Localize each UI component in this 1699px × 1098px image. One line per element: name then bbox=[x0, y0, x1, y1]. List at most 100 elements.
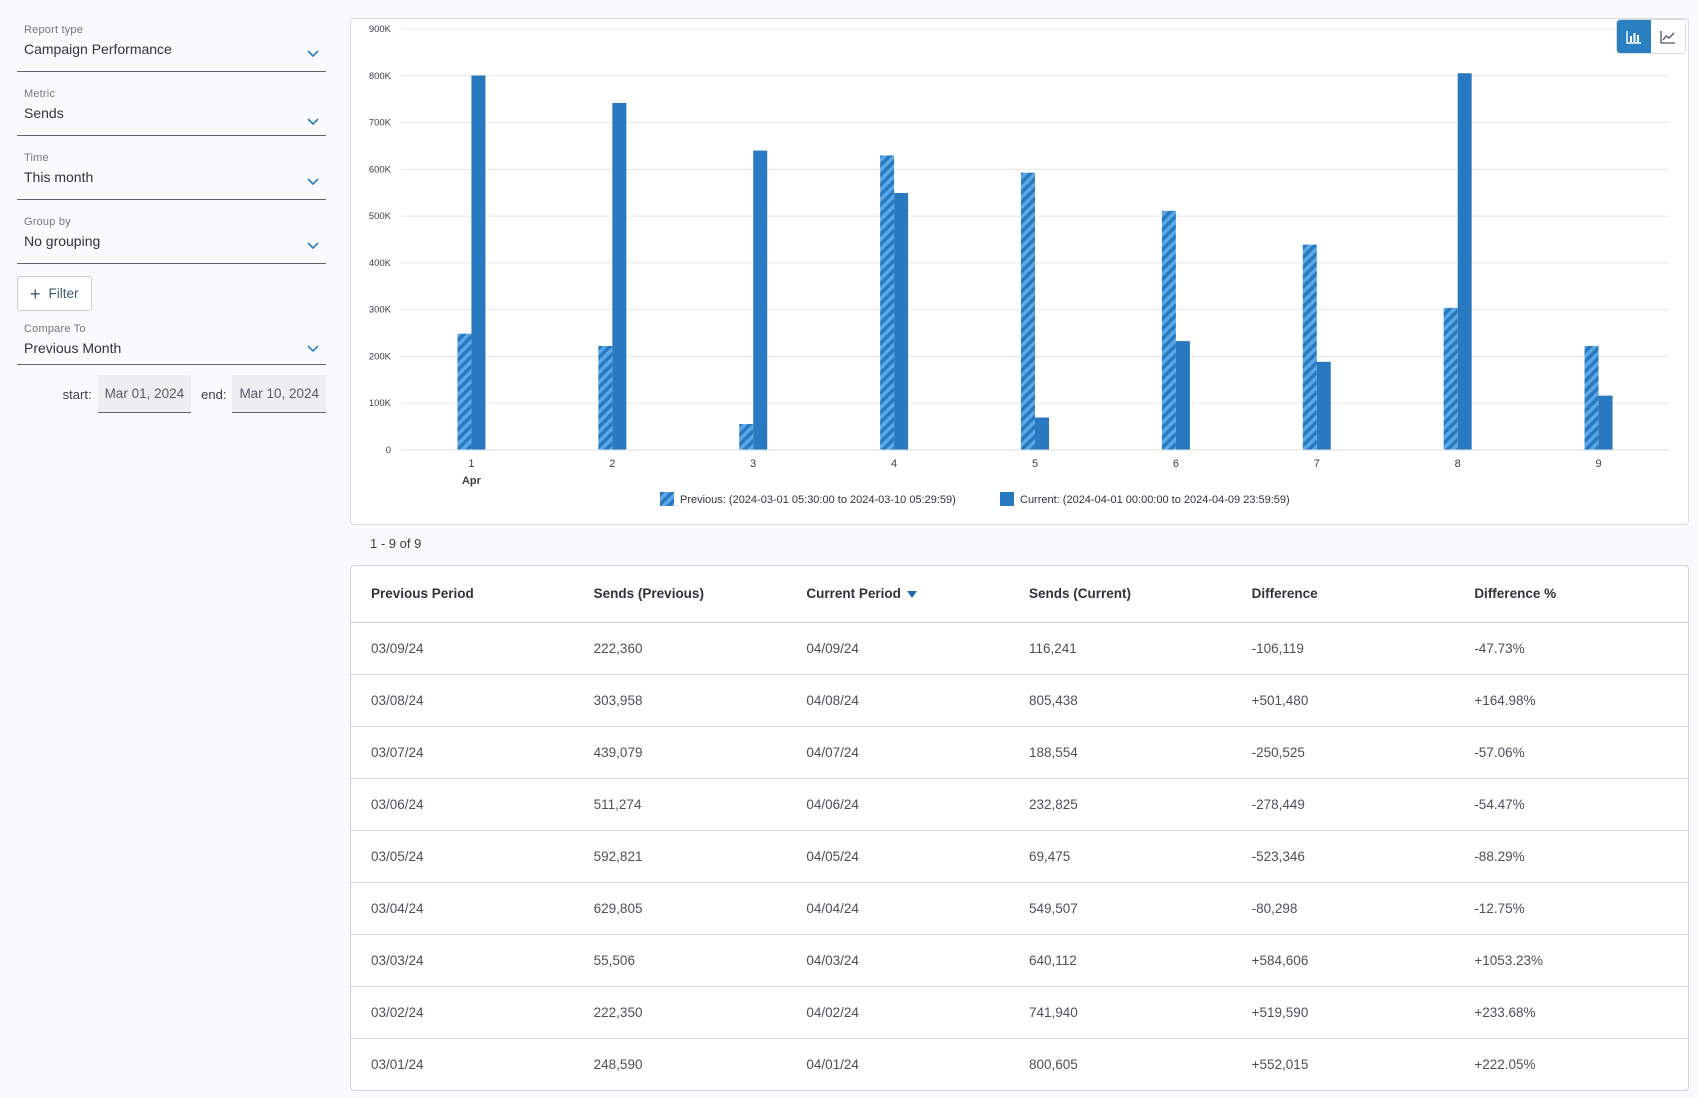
table-row: 03/03/24 55,506 04/03/24 640,112 +584,606 +10… bbox=[351, 934, 1688, 987]
compare-to-label: Compare To bbox=[24, 323, 86, 335]
table-cell: 222,350 bbox=[573, 986, 787, 1039]
x-tick-label: 4 bbox=[891, 458, 897, 470]
table-cell: 03/09/24 bbox=[351, 622, 574, 675]
group-by-select[interactable]: Group by No grouping bbox=[17, 210, 326, 264]
chart-panel: 0 100K 200K 300K 400K 500K 600K 700K 800K 900K 1 Ap… bbox=[350, 18, 1689, 525]
bar-current bbox=[612, 102, 627, 451]
column-header-sends-previous[interactable]: Sends (Previous) bbox=[573, 566, 787, 623]
table-cell: 03/06/24 bbox=[351, 778, 574, 831]
column-header-sends-current[interactable]: Sends (Current) bbox=[1008, 566, 1232, 623]
chart-type-toggle bbox=[1616, 19, 1686, 54]
table-cell: 511,274 bbox=[573, 778, 787, 831]
table-cell: -47.73% bbox=[1454, 622, 1688, 675]
table-cell: -80,298 bbox=[1231, 882, 1455, 935]
column-header-current-period[interactable]: Current Period bbox=[786, 566, 1009, 623]
table-cell: 03/01/24 bbox=[371, 1056, 424, 1072]
chevron-down-icon bbox=[307, 118, 319, 126]
compare-to-select[interactable]: Compare To Previous Month bbox=[17, 317, 326, 365]
table-cell: -54.47% bbox=[1454, 778, 1688, 831]
metric-label: Metric bbox=[24, 88, 56, 100]
table-cell: -250,525 bbox=[1231, 726, 1455, 779]
table-cell: +233.68% bbox=[1454, 986, 1688, 1039]
bar-previous bbox=[1021, 172, 1035, 450]
report-type-label: Report type bbox=[24, 24, 84, 36]
bar-previous bbox=[880, 155, 895, 450]
table-cell: 04/01/24 bbox=[806, 1056, 859, 1072]
x-tick-label: 2 bbox=[609, 458, 615, 470]
y-tick-label: 800K bbox=[369, 71, 392, 82]
column-header-previous-period[interactable]: Previous Period bbox=[351, 566, 574, 623]
y-tick-label: 0 bbox=[386, 445, 391, 456]
table-cell: 04/07/24 bbox=[786, 726, 1009, 779]
table-cell: 116,241 bbox=[1008, 622, 1232, 675]
table-cell: +164.98% bbox=[1454, 674, 1688, 727]
bar-current bbox=[894, 192, 909, 451]
bar-previous bbox=[739, 424, 754, 450]
table-cell: -523,346 bbox=[1231, 830, 1455, 883]
column-header-difference[interactable]: Difference % bbox=[1454, 566, 1688, 623]
start-date-input[interactable]: Mar 01, 2024 bbox=[97, 375, 192, 413]
bar-current bbox=[1035, 417, 1049, 450]
bar-current bbox=[1316, 361, 1331, 450]
y-tick-label: 100K bbox=[369, 398, 392, 409]
column-header-difference[interactable]: Difference bbox=[1231, 566, 1455, 623]
add-filter-button[interactable]: + Filter bbox=[17, 276, 92, 311]
bar-previous bbox=[1443, 307, 1458, 450]
table-cell: 805,438 bbox=[1008, 674, 1232, 727]
table-cell: 741,940 bbox=[1008, 986, 1232, 1039]
table-cell: 800,605 bbox=[1028, 1056, 1078, 1072]
metric-select[interactable]: Metric Sends bbox=[17, 82, 326, 136]
legend-label-previous: Previous: (2024-03-01 05:30:00 to 2024-0… bbox=[680, 494, 956, 506]
line-chart-button[interactable] bbox=[1651, 20, 1685, 53]
table-cell: +1053.23% bbox=[1454, 934, 1688, 987]
table-cell: 04/04/24 bbox=[786, 882, 1009, 935]
table-cell: +222.05% bbox=[1474, 1056, 1536, 1072]
bar-previous bbox=[1584, 345, 1599, 450]
table-cell: 222,360 bbox=[573, 622, 787, 675]
legend-swatch-current bbox=[1000, 492, 1014, 506]
table-row: 03/05/24 592,821 04/05/24 69,475 -523,346 -88… bbox=[351, 830, 1688, 883]
report-settings-sidebar: Report type Campaign Performance Metric … bbox=[17, 18, 326, 413]
table-cell: 439,079 bbox=[573, 726, 787, 779]
table-cell: +519,590 bbox=[1231, 986, 1455, 1039]
bar-chart-button[interactable] bbox=[1617, 20, 1651, 53]
table-cell: -88.29% bbox=[1454, 830, 1688, 883]
table-cell: 04/02/24 bbox=[786, 986, 1009, 1039]
chevron-down-icon bbox=[307, 50, 319, 58]
time-select[interactable]: Time This month bbox=[17, 146, 326, 200]
table-cell: 188,554 bbox=[1008, 726, 1232, 779]
bar-current bbox=[1457, 73, 1472, 450]
table-cell: +501,480 bbox=[1231, 674, 1455, 727]
y-tick-label: 300K bbox=[369, 305, 392, 316]
table-row: 03/04/24 629,805 04/04/24 549,507 -80,298 -12… bbox=[351, 882, 1688, 935]
x-tick-label: 3 bbox=[750, 458, 756, 470]
bar-previous bbox=[1161, 210, 1176, 450]
table-cell: 03/04/24 bbox=[351, 882, 574, 935]
table-cell: 04/05/24 bbox=[786, 830, 1009, 883]
y-tick-label: 900K bbox=[369, 24, 392, 35]
x-tick-sublabel: Apr bbox=[462, 475, 482, 487]
report-type-select[interactable]: Report type Campaign Performance bbox=[17, 18, 326, 72]
bar-previous bbox=[1302, 244, 1317, 450]
table-cell: 04/03/24 bbox=[786, 934, 1009, 987]
table-row: 03/08/24 303,958 04/08/24 805,438 +501,480 +1… bbox=[351, 674, 1688, 727]
bar-chart-icon bbox=[1626, 30, 1641, 44]
table-row: 03/07/24 439,079 04/07/24 188,554 -250,525 -5… bbox=[351, 726, 1688, 779]
table-cell: 04/09/24 bbox=[786, 622, 1009, 675]
start-label: start: bbox=[62, 386, 92, 402]
chevron-down-icon bbox=[307, 178, 319, 186]
table-row: 03/06/24 511,274 04/06/24 232,825 -278,449 -5… bbox=[351, 778, 1688, 831]
line-chart-icon bbox=[1660, 30, 1675, 44]
bar-previous bbox=[457, 333, 472, 450]
y-tick-label: 200K bbox=[369, 351, 392, 362]
end-date-input[interactable]: Mar 10, 2024 bbox=[232, 375, 326, 413]
table-cell: 592,821 bbox=[573, 830, 787, 883]
table-row: 03/02/24 222,350 04/02/24 741,940 +519,590 +2… bbox=[351, 986, 1688, 1039]
bar-previous bbox=[598, 345, 613, 450]
table-header-row: Previous Period Sends (Previous) Current P… bbox=[351, 566, 1688, 623]
y-tick-label: 600K bbox=[369, 164, 392, 175]
table-cell: +584,606 bbox=[1231, 934, 1455, 987]
y-tick-label: 700K bbox=[369, 118, 392, 129]
group-by-value: No grouping bbox=[24, 233, 101, 249]
table-cell: 232,825 bbox=[1008, 778, 1232, 831]
